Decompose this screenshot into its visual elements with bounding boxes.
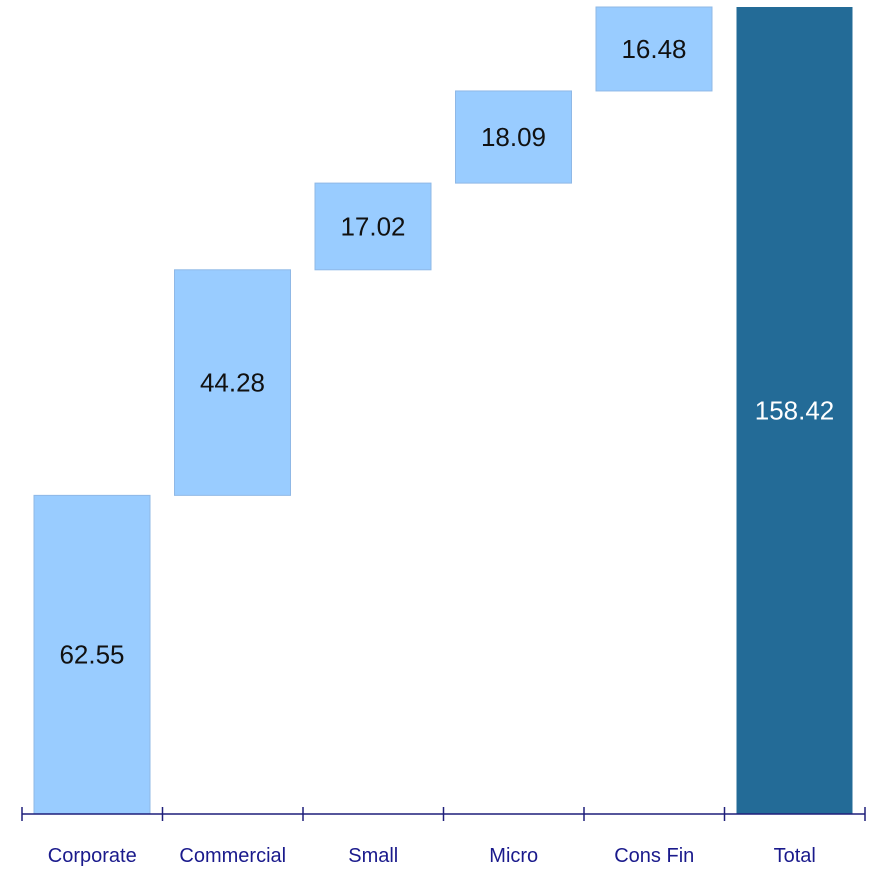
tick-label-micro: Micro <box>489 845 538 867</box>
data-label-cons-fin: 16.48 <box>621 34 686 64</box>
data-label-micro: 18.09 <box>481 122 546 152</box>
bar-corporate <box>33 494 151 815</box>
data-label-corporate: 62.55 <box>59 640 124 670</box>
tick-label-commercial: Commercial <box>179 845 286 867</box>
tick-label-total: Total <box>774 845 816 867</box>
data-label-commercial: 44.28 <box>200 368 265 398</box>
bar-micro <box>455 90 572 184</box>
data-label-small: 17.02 <box>340 211 405 241</box>
bar-commercial <box>174 269 291 496</box>
bars-group: 62.55 44.28 17.02 18.09 16.48 158.42 <box>33 6 853 815</box>
tick-label-corporate: Corporate <box>48 845 137 867</box>
bar-total <box>736 7 853 814</box>
tick-label-small: Small <box>348 845 398 867</box>
data-label-total: 158.42 <box>755 396 835 426</box>
bar-cons-fin <box>595 6 713 92</box>
tick-label-cons-fin: Cons Fin <box>614 845 694 867</box>
x-axis <box>21 807 866 821</box>
x-tick-labels: Corporate Commercial Small Micro Cons Fin Tot… <box>48 845 816 867</box>
bar-small <box>314 182 432 271</box>
